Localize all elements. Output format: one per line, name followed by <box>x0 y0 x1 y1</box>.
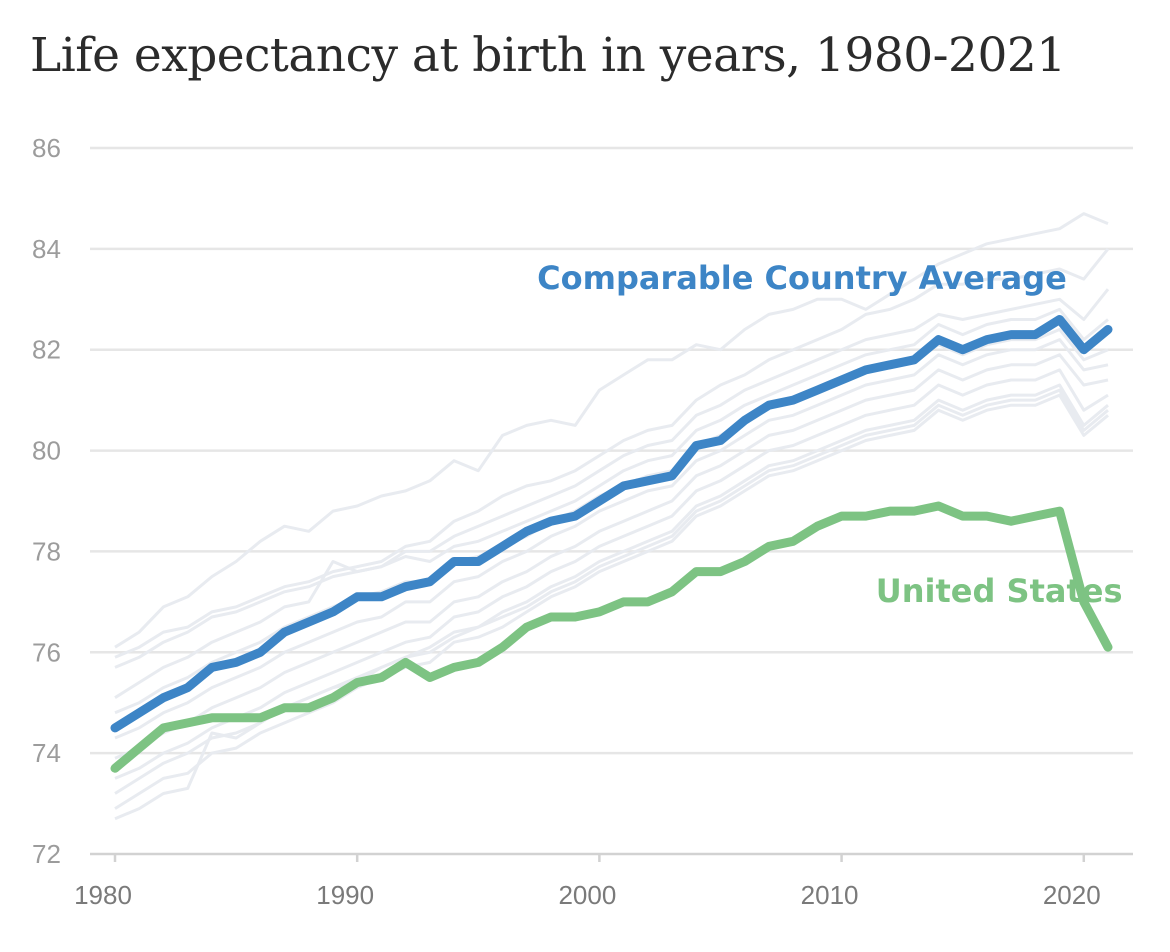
x-tick-label: 1990 <box>316 880 374 910</box>
y-tick-label: 86 <box>32 133 61 163</box>
comparable-country-average-line <box>110 315 1113 733</box>
x-axis: 1980 1990 2000 2010 2020 <box>74 854 1101 910</box>
y-tick-label: 84 <box>32 234 61 264</box>
y-tick-label: 78 <box>32 536 61 566</box>
comparable-country-line <box>114 288 1110 669</box>
y-tick-label: 80 <box>32 436 61 466</box>
comparable-country-line <box>114 393 1109 810</box>
comparable-country-line <box>114 212 1109 649</box>
series-labels: Comparable Country Average United States <box>537 259 1122 610</box>
x-tick-label: 2020 <box>1043 880 1101 910</box>
comparable-country-line <box>114 353 1109 760</box>
y-tick-label: 72 <box>32 839 61 869</box>
chart-title: Life expectancy at birth in years, 1980-… <box>30 28 1066 83</box>
united-states-line <box>110 501 1113 773</box>
comparable-country-line <box>114 328 1109 715</box>
comparable-country-average-label: Comparable Country Average <box>537 259 1067 297</box>
y-tick-label: 76 <box>32 637 61 667</box>
comparable-country-line <box>114 307 1109 699</box>
comparable-country-line <box>114 368 1109 780</box>
y-tick-label: 82 <box>32 335 61 365</box>
highlight-series <box>110 315 1113 773</box>
united-states-label: United States <box>876 572 1123 610</box>
comparable-country-line <box>114 247 1110 659</box>
x-tick-label: 1980 <box>74 880 132 910</box>
comparable-country-line <box>114 338 1109 740</box>
y-tick-label: 74 <box>32 738 61 768</box>
x-tick-label: 2000 <box>558 880 616 910</box>
x-tick-label: 2010 <box>801 880 859 910</box>
y-axis-tick-labels: 72 74 76 78 80 82 84 86 <box>32 133 61 869</box>
gridlines <box>90 146 1133 856</box>
